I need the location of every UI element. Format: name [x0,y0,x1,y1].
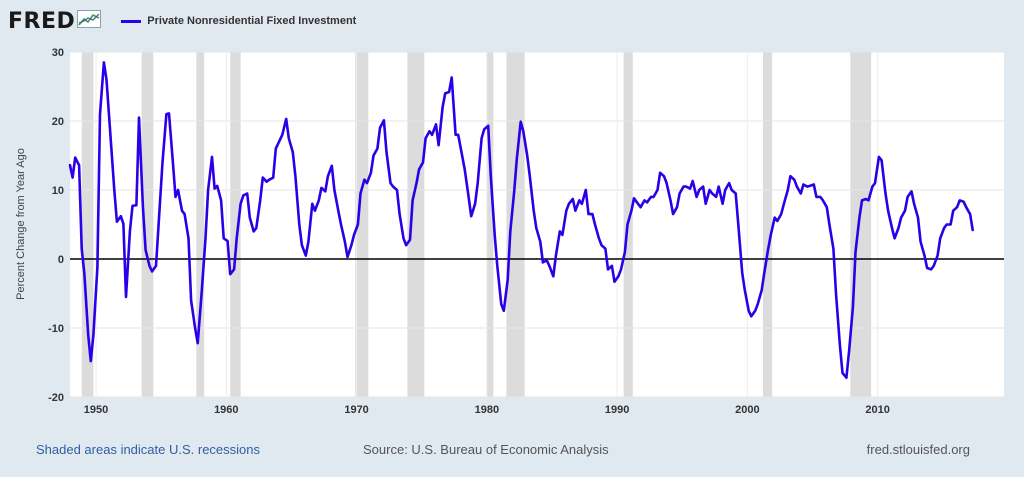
recession-band [141,52,154,397]
recession-band [763,52,773,397]
chart-header: FRED Private Nonresidential Fixed Invest… [8,6,356,36]
x-tick-label: 1980 [475,404,499,416]
fred-logo-text: FRED [8,8,76,34]
y-tick-label: -20 [48,392,64,404]
x-tick-label: 2000 [735,404,759,416]
x-tick-label: 1970 [344,404,368,416]
x-tick-label: 1950 [84,404,108,416]
y-tick-label: 10 [52,185,64,197]
y-tick-label: 20 [52,116,64,128]
y-tick-labels: -20 -10 0 10 20 30 [48,47,64,404]
recession-band [407,52,425,397]
fred-logo[interactable]: FRED [8,8,102,34]
recession-note-link[interactable]: Shaded areas indicate U.S. recessions [36,442,261,457]
series-line [68,61,974,379]
x-tick-label: 2010 [865,404,889,416]
recession-band [506,52,525,397]
x-tick-labels: 1950 1960 1970 1980 1990 2000 2010 [84,404,890,416]
recession-band [486,52,494,397]
recession-band [850,52,872,397]
chart-legend: Private Nonresidential Fixed Investment [121,15,356,27]
legend-label: Private Nonresidential Fixed Investment [147,15,357,27]
site-link[interactable]: fred.stlouisfed.org [866,442,970,457]
x-tick-label: 1990 [605,404,629,416]
recession-band [230,52,241,397]
y-tick-label: 30 [52,47,64,59]
y-axis-label: Percent Change from Year Ago [15,148,27,300]
recession-band [81,52,94,397]
recession-shading [81,52,872,397]
y-tick-label: 0 [58,254,64,266]
legend-swatch [121,19,142,23]
recession-band [355,52,369,397]
source-note: Source: U.S. Bureau of Economic Analysis [363,442,609,457]
recession-band [196,52,205,397]
x-tick-label: 1960 [214,404,238,416]
series-group [68,61,974,379]
y-tick-label: -10 [48,323,64,335]
line-chart-icon [77,9,102,33]
